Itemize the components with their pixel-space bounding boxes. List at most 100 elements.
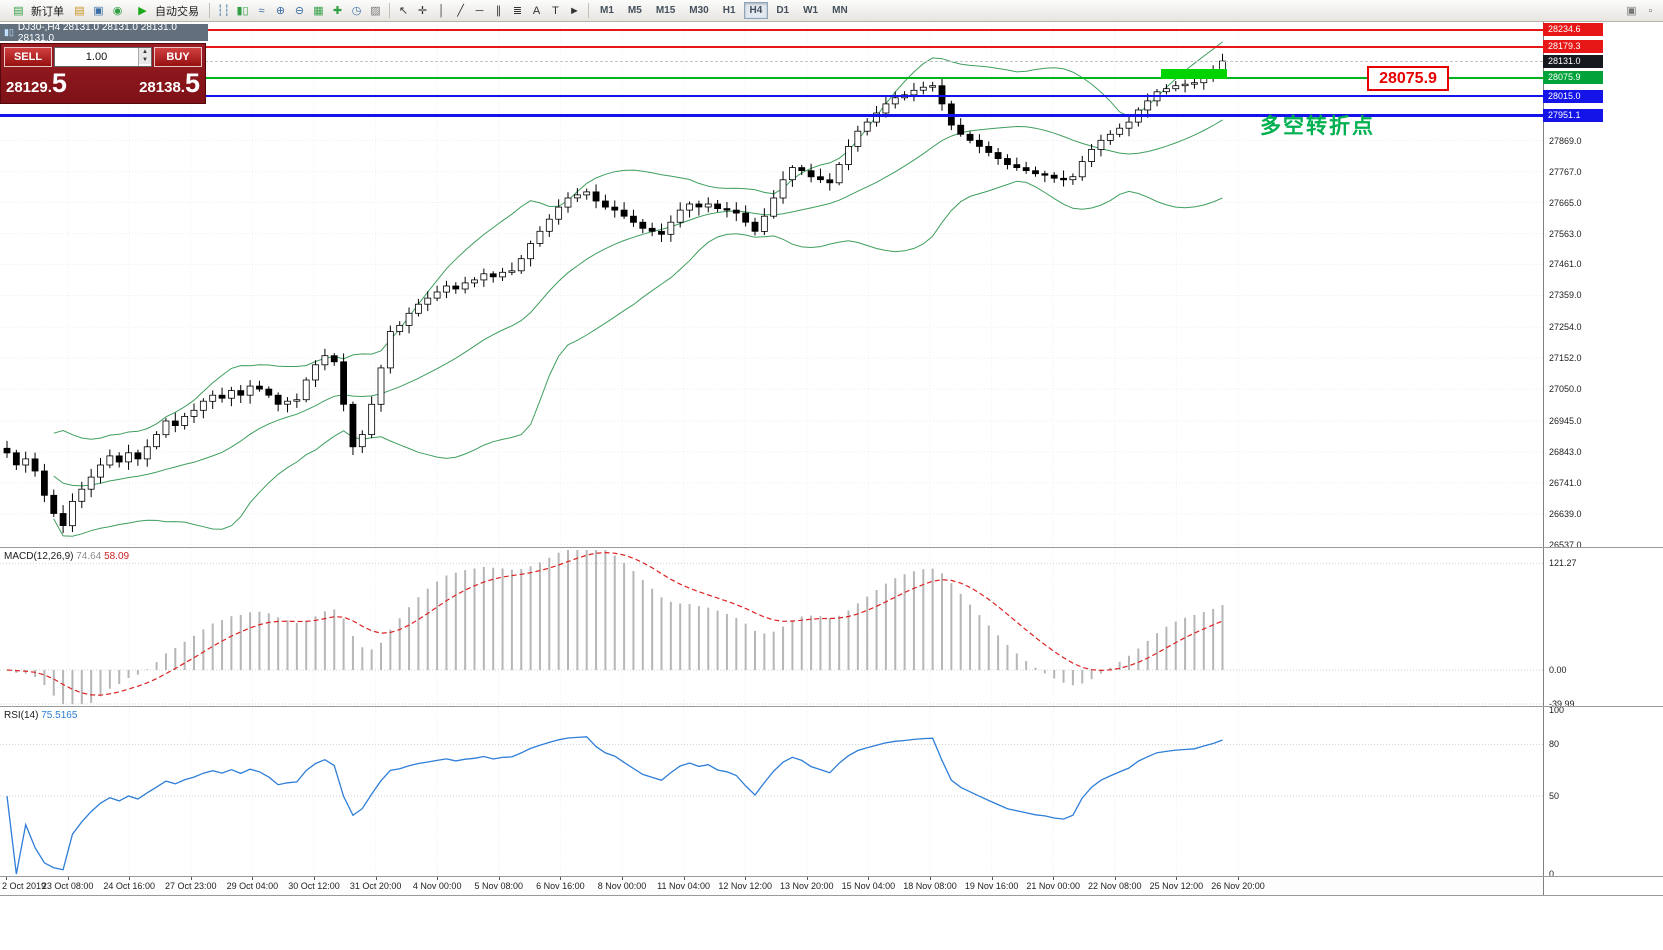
rsi-axis-label: 100 xyxy=(1549,705,1565,715)
macd-panel[interactable] xyxy=(0,548,1543,706)
turning-point-annotation[interactable]: 多空转折点 xyxy=(1260,115,1375,138)
price-tag: 28131.0 xyxy=(1543,54,1603,68)
zoom-in-icon[interactable]: ⊕ xyxy=(275,5,286,17)
dock-window-icon[interactable]: ▣ xyxy=(1626,5,1637,17)
time-tick xyxy=(745,877,747,880)
auto-trading-button[interactable]: ▶ 自动交易 xyxy=(127,1,205,20)
fibonacci-icon[interactable]: ≣ xyxy=(512,5,523,17)
cursor-icon[interactable]: ↖ xyxy=(398,5,409,17)
horizontal-line-icon[interactable]: ─ xyxy=(475,4,484,17)
candles-layer xyxy=(3,53,1226,534)
time-tick xyxy=(498,877,500,880)
price-annotation-box[interactable]: 28075.9 xyxy=(1367,66,1449,91)
periods-icon[interactable]: ◷ xyxy=(351,5,362,17)
timeframe-d1-button[interactable]: D1 xyxy=(776,5,790,16)
time-label: 24 Oct 16:00 xyxy=(103,881,155,891)
refresh-icon[interactable]: ◉ xyxy=(112,5,123,17)
horizontal-line-object[interactable] xyxy=(0,45,1543,48)
horizontal-line-object[interactable] xyxy=(0,28,1543,31)
restore-window-icon[interactable]: ▫ xyxy=(1648,4,1653,17)
toolbar-right-icons: ▣ ▫ xyxy=(1622,2,1660,19)
price-tag: 27951.1 xyxy=(1543,109,1603,123)
text-icon[interactable]: A xyxy=(532,4,541,17)
macd-histogram xyxy=(15,550,1224,704)
time-label: 19 Nov 16:00 xyxy=(964,881,1019,891)
timeframe-m5-button[interactable]: M5 xyxy=(627,5,642,16)
crosshair-icon[interactable]: ✛ xyxy=(417,5,428,17)
time-tick xyxy=(129,877,131,880)
bars-icon[interactable]: ┆┆ xyxy=(216,5,231,17)
panel-separator[interactable] xyxy=(0,706,1663,707)
price-tag: 28179.3 xyxy=(1543,40,1603,53)
timeframe-h1-button[interactable]: H1 xyxy=(722,5,736,16)
tile-windows-icon[interactable]: ▦ xyxy=(313,5,324,17)
rsi-axis-label: 50 xyxy=(1549,791,1560,801)
price-grid-label: 27869.0 xyxy=(1549,135,1582,146)
buy-button[interactable]: BUY xyxy=(154,47,202,67)
time-label: 6 Nov 16:00 xyxy=(536,881,585,891)
price-tag: 28234.6 xyxy=(1543,23,1603,37)
panel-separator[interactable] xyxy=(0,547,1663,548)
time-label: 5 Nov 08:00 xyxy=(474,881,524,891)
price-grid-label: 27254.0 xyxy=(1549,322,1582,333)
horizontal-line-object[interactable] xyxy=(0,76,1543,79)
timeframe-m30-button[interactable]: M30 xyxy=(689,5,709,16)
time-label: 15 Nov 04:00 xyxy=(841,881,896,891)
price-grid-label: 27665.0 xyxy=(1549,197,1582,208)
rsi-panel[interactable] xyxy=(0,708,1543,876)
macd-axis-label: -39.99 xyxy=(1549,699,1575,709)
price-grid-label: 26639.0 xyxy=(1549,508,1582,519)
time-tick xyxy=(314,877,315,880)
time-axis[interactable]: 2 Oct 2019 23 Oct 08:00 24 Oct 16:00 27 Oct… xyxy=(0,877,1543,895)
toolbar-separator xyxy=(389,3,390,18)
highlight-marker[interactable] xyxy=(1161,69,1227,79)
grid-layer xyxy=(0,22,1543,547)
templates-icon[interactable]: ▨ xyxy=(370,5,381,17)
time-tick xyxy=(806,877,808,880)
trendline-icon[interactable]: ╱ xyxy=(457,5,464,17)
time-label: 12 Nov 12:00 xyxy=(718,881,772,891)
timeframe-w1-button[interactable]: W1 xyxy=(803,5,819,16)
charts-profile-icon[interactable]: ▤ xyxy=(74,5,85,17)
time-tick xyxy=(67,877,69,880)
vertical-line-icon[interactable]: │ xyxy=(438,4,445,17)
zoom-icons: ⊕ ⊖ xyxy=(271,2,309,19)
price-axis[interactable]: 27869.0 27767.0 27665.0 27563.0 27461.0 27359… xyxy=(1543,22,1663,896)
time-label: 25 Nov 12:00 xyxy=(1149,881,1204,891)
buy-price: 28138.5 xyxy=(139,68,200,98)
zoom-out-icon[interactable]: ⊖ xyxy=(294,5,305,17)
time-tick xyxy=(252,877,254,880)
time-tick xyxy=(1053,877,1055,880)
line-chart-icon[interactable]: ≈ xyxy=(258,4,265,17)
navigator-icon[interactable]: ▣ xyxy=(93,5,104,17)
volume-stepper[interactable]: ▲ ▼ xyxy=(138,48,151,66)
time-tick xyxy=(683,877,685,880)
price-tag: 28015.0 xyxy=(1543,89,1603,103)
new-order-icon: ▤ xyxy=(13,5,24,17)
time-label: 13 Nov 20:00 xyxy=(780,881,834,891)
timeframe-h4-button[interactable]: H4 xyxy=(743,2,769,19)
timeframe-mn-button[interactable]: MN xyxy=(832,5,848,16)
channel-icon[interactable]: ∥ xyxy=(495,5,502,17)
time-tick xyxy=(560,877,562,880)
stepper-down-icon[interactable]: ▼ xyxy=(139,56,151,64)
timeframe-buttons: M1 M5 M15 M30 H1 H4 D1 W1 MN xyxy=(593,2,855,19)
new-order-button[interactable]: ▤ 新订单 xyxy=(3,1,70,20)
volume-value[interactable]: 1.00 xyxy=(85,51,108,63)
indicators-icon[interactable]: ✚ xyxy=(332,5,343,17)
price-chart[interactable] xyxy=(0,22,1543,547)
candlestick-icon[interactable]: ▮▯ xyxy=(236,5,249,17)
timeframe-m1-button[interactable]: M1 xyxy=(600,5,614,16)
rsi-axis-label: 80 xyxy=(1549,739,1560,750)
volume-input[interactable]: 1.00 ▲ ▼ xyxy=(54,47,152,67)
sell-button[interactable]: SELL xyxy=(4,47,52,67)
stepper-up-icon[interactable]: ▲ xyxy=(139,48,151,56)
new-order-label: 新订单 xyxy=(31,5,64,18)
layout-icons: ▦ ✚ ◷ ▨ xyxy=(309,2,385,19)
arrows-icon[interactable]: ► xyxy=(569,4,580,17)
timeframe-m15-button[interactable]: M15 xyxy=(655,5,676,16)
label-icon[interactable]: T xyxy=(552,4,559,17)
horizontal-line-object[interactable] xyxy=(0,95,1543,98)
horizontal-line-object[interactable] xyxy=(0,114,1543,118)
time-tick xyxy=(1176,877,1178,880)
